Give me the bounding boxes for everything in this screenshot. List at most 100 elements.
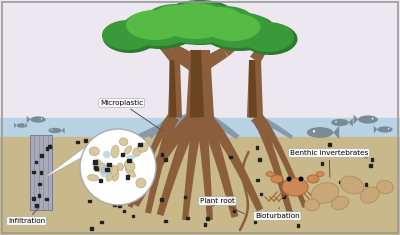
Text: Bioturbation: Bioturbation <box>255 208 300 219</box>
Polygon shape <box>354 114 358 125</box>
Polygon shape <box>157 114 202 216</box>
Ellipse shape <box>102 165 113 173</box>
Bar <box>136 147 138 150</box>
Ellipse shape <box>102 20 154 50</box>
Bar <box>164 158 167 161</box>
Ellipse shape <box>30 116 46 123</box>
Ellipse shape <box>304 199 320 211</box>
Polygon shape <box>198 114 238 218</box>
Bar <box>321 162 323 165</box>
Bar <box>45 198 48 200</box>
Ellipse shape <box>106 172 112 181</box>
Bar <box>127 159 131 162</box>
Bar <box>164 219 167 222</box>
Ellipse shape <box>110 165 118 177</box>
Ellipse shape <box>266 172 274 176</box>
Polygon shape <box>41 131 130 180</box>
Polygon shape <box>145 115 179 214</box>
Bar <box>260 193 262 195</box>
Ellipse shape <box>100 170 110 177</box>
Bar <box>186 217 189 219</box>
Bar <box>184 196 186 198</box>
Polygon shape <box>201 113 263 212</box>
Bar <box>30 135 52 210</box>
Bar <box>95 167 98 170</box>
Ellipse shape <box>145 4 205 36</box>
Ellipse shape <box>377 126 393 133</box>
Polygon shape <box>222 34 247 56</box>
Bar <box>88 200 90 202</box>
Ellipse shape <box>117 163 123 171</box>
Ellipse shape <box>119 138 128 146</box>
Polygon shape <box>250 43 269 63</box>
Ellipse shape <box>48 128 62 133</box>
Bar <box>138 143 142 146</box>
Polygon shape <box>168 60 182 118</box>
Ellipse shape <box>360 187 380 203</box>
Bar <box>32 197 35 200</box>
Ellipse shape <box>331 196 349 210</box>
Text: Plant root: Plant root <box>200 198 244 214</box>
Ellipse shape <box>165 0 235 30</box>
Polygon shape <box>202 112 240 140</box>
Polygon shape <box>374 126 377 133</box>
Ellipse shape <box>160 3 230 39</box>
Ellipse shape <box>376 180 394 194</box>
Bar <box>160 153 163 156</box>
Ellipse shape <box>195 6 255 38</box>
Bar <box>206 217 209 220</box>
Ellipse shape <box>125 167 135 177</box>
Ellipse shape <box>102 21 158 53</box>
Bar <box>204 223 206 226</box>
Bar <box>106 168 109 171</box>
Circle shape <box>52 129 53 130</box>
Polygon shape <box>252 110 307 208</box>
Circle shape <box>80 129 156 205</box>
Ellipse shape <box>98 163 105 172</box>
Bar <box>0 118 400 137</box>
Circle shape <box>335 121 337 122</box>
Ellipse shape <box>198 7 242 31</box>
Ellipse shape <box>242 23 298 55</box>
Ellipse shape <box>271 175 283 183</box>
Bar <box>290 211 292 213</box>
Ellipse shape <box>103 151 111 158</box>
Bar <box>123 210 125 212</box>
Polygon shape <box>137 112 197 140</box>
Circle shape <box>372 118 374 119</box>
Bar <box>338 181 341 184</box>
Bar <box>100 221 103 223</box>
Polygon shape <box>159 42 179 63</box>
Bar <box>118 168 121 171</box>
Bar <box>256 146 258 149</box>
Ellipse shape <box>307 127 333 138</box>
Bar <box>121 153 124 156</box>
Bar <box>118 204 121 207</box>
Polygon shape <box>247 60 263 118</box>
Text: Infiltration: Infiltration <box>8 207 45 224</box>
Ellipse shape <box>206 13 260 41</box>
Bar <box>38 194 40 197</box>
Bar <box>40 171 42 173</box>
Bar <box>107 163 111 166</box>
Bar <box>282 196 285 198</box>
Ellipse shape <box>124 160 135 171</box>
Bar <box>254 221 256 223</box>
Bar <box>126 175 129 179</box>
Bar <box>371 158 373 161</box>
Bar <box>0 137 400 235</box>
Ellipse shape <box>101 164 112 172</box>
Bar <box>93 161 97 164</box>
Bar <box>211 202 214 205</box>
Bar <box>46 147 48 150</box>
Ellipse shape <box>242 22 294 52</box>
Circle shape <box>388 128 389 129</box>
Bar <box>297 224 300 227</box>
Bar <box>35 204 38 207</box>
Bar <box>90 227 93 230</box>
Polygon shape <box>168 44 205 75</box>
Polygon shape <box>190 50 204 118</box>
Bar <box>126 174 129 176</box>
Bar <box>113 203 116 206</box>
Bar <box>98 179 102 182</box>
